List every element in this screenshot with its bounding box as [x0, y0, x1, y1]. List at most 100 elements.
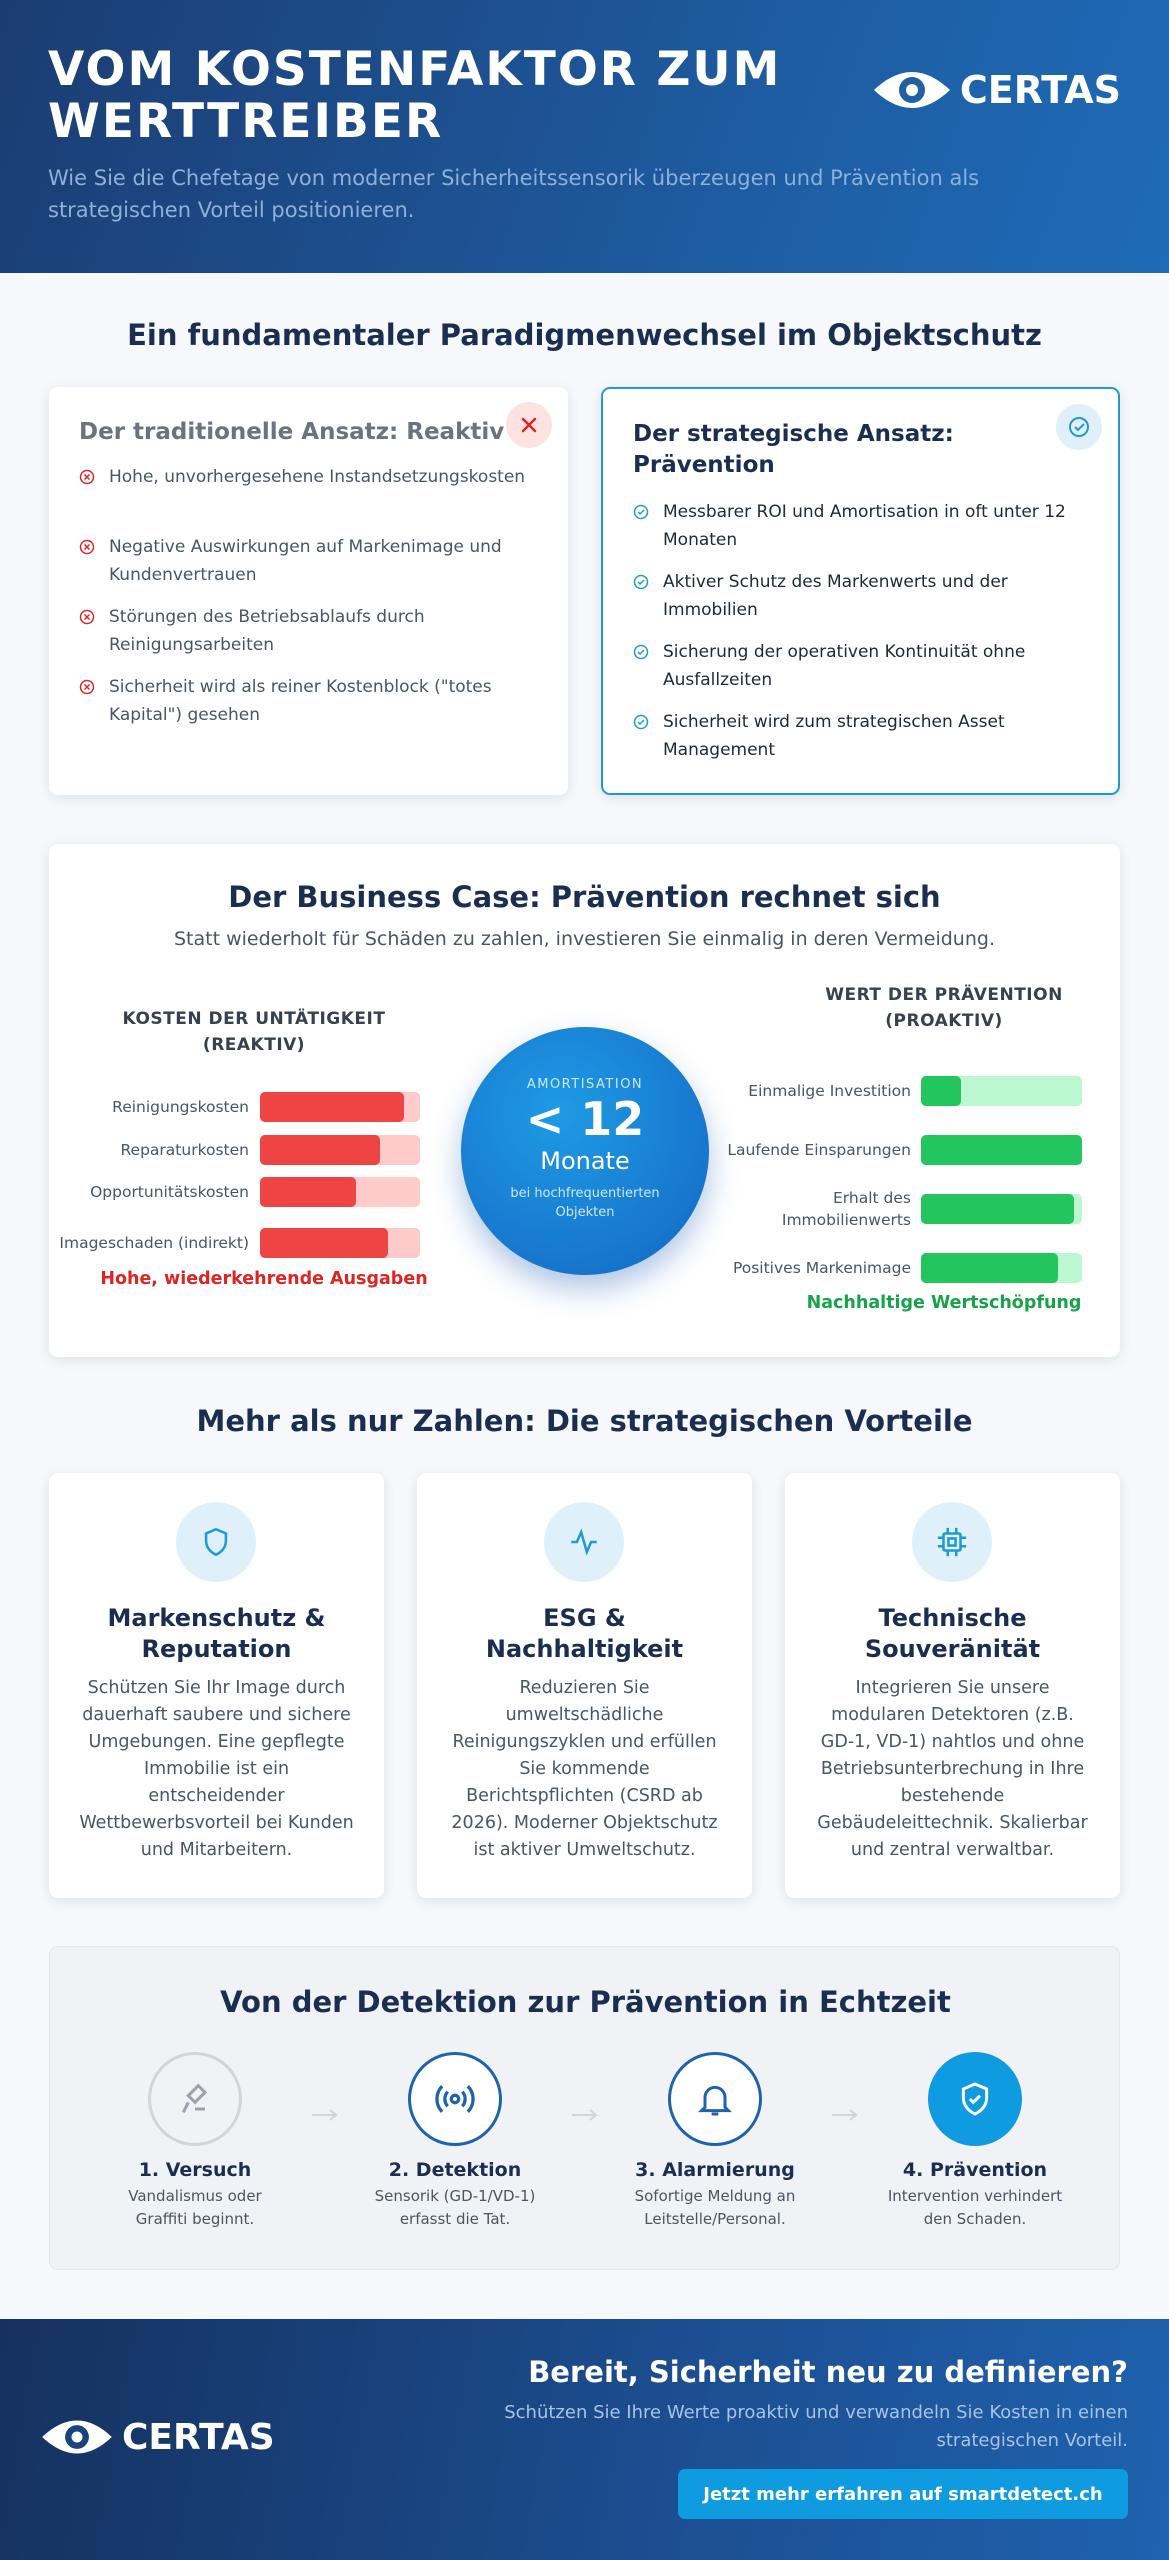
costs-heading: KOSTEN DER UNTÄTIGKEIT (REAKTIV)	[122, 1009, 386, 1055]
list-item: Sicherung der operativen Kontinuität ohn…	[633, 638, 1088, 694]
footer-title: Bereit, Sicherheit neu zu definieren?	[528, 2355, 1128, 2389]
bar-label: Erhalt des Immobilienwerts	[781, 1189, 911, 1229]
step-title: 2. Detektion	[388, 2159, 522, 2181]
list-item: Sicherheit wird zum strategischen Asset …	[633, 708, 1088, 764]
bar-track	[921, 1135, 1082, 1165]
benefit-icon	[544, 1502, 624, 1582]
logo-eye	[42, 2420, 112, 2454]
list-item: Aktiver Schutz des Markenwerts und der I…	[633, 568, 1088, 624]
step-title: 1. Versuch	[138, 2159, 252, 2181]
traditional-card: Der traditionelle Ansatz: Reaktiv Hohe, …	[49, 387, 568, 795]
step-title: 4. Prävention	[902, 2159, 1048, 2181]
cta-button[interactable]: Jetzt mehr erfahren auf smartdetect.ch	[678, 2469, 1128, 2519]
bar	[921, 1135, 1082, 1165]
bar-label: Reparaturkosten	[120, 1141, 249, 1159]
bar	[260, 1135, 380, 1165]
header-subtitle: Wie Sie die Chefetage von moderner Siche…	[48, 166, 980, 222]
costs-summary: Hohe, wiederkehrende Ausgaben	[100, 1269, 428, 1289]
bar	[921, 1076, 962, 1106]
bar	[260, 1228, 388, 1258]
item-text: Störungen des Betriebsablaufs durch Rein…	[109, 607, 425, 655]
benefit-card: ESG & Nachhaltigkeit Reduzieren Sie umwel…	[417, 1473, 752, 1898]
step-icon	[408, 2052, 502, 2146]
bar-track	[260, 1177, 420, 1207]
bar-track	[921, 1194, 1082, 1224]
item-text: Aktiver Schutz des Markenwerts und der I…	[663, 572, 1008, 620]
bar	[260, 1092, 404, 1122]
step-text: Vandalismus oder Graffiti beginnt.	[128, 2187, 262, 2228]
business-case-card: Der Business Case: Prävention rechnet si…	[49, 844, 1120, 1357]
benefit-title: Markenschutz & Reputation	[107, 1604, 326, 1663]
benefit-card: Markenschutz & Reputation Schützen Sie Ih…	[49, 1473, 384, 1898]
bar	[921, 1253, 1058, 1283]
list-item: Sicherheit wird als reiner Kostenblock (…	[79, 673, 538, 729]
item-text: Sicherheit wird zum strategischen Asset …	[663, 712, 1005, 760]
item-text: Hohe, unvorhergesehene Instandsetzungsko…	[109, 467, 526, 487]
step-icon	[928, 2052, 1022, 2146]
bar	[921, 1194, 1074, 1224]
benefit-title: ESG & Nachhaltigkeit	[485, 1604, 684, 1663]
footer: CERTAS Bereit, Sicherheit neu zu definie…	[0, 2319, 1169, 2560]
logo: CERTAS	[872, 66, 1121, 114]
x-icon	[506, 402, 552, 448]
bar-track	[921, 1253, 1082, 1283]
benefit-text: Reduzieren Sie umweltschädliche Reinigun…	[451, 1678, 718, 1860]
section-title: Mehr als nur Zahlen: Die strategischen V…	[196, 1404, 973, 1438]
step-text: Sofortige Meldung an Leitstelle/Personal…	[634, 2187, 796, 2228]
item-text: Negative Auswirkungen auf Markenimage un…	[109, 537, 502, 585]
list-item: Hohe, unvorhergesehene Instandsetzungsko…	[79, 463, 538, 491]
footer-text: Schützen Sie Ihre Werte proaktiv und ver…	[504, 2402, 1128, 2451]
card-title: Der strategische Ansatz: Prävention	[633, 421, 954, 478]
step-arrow	[570, 2107, 600, 2126]
step-text: Intervention verhindert den Schaden.	[887, 2187, 1063, 2228]
step-arrow	[310, 2107, 340, 2126]
bar-label: Imageschaden (indirekt)	[59, 1234, 249, 1252]
item-text: Sicherheit wird als reiner Kostenblock (…	[109, 677, 492, 725]
strategic-card: Der strategische Ansatz: Prävention Mess…	[601, 387, 1120, 795]
section-title: Ein fundamentaler Paradigmenwechsel im O…	[127, 318, 1042, 352]
benefit-card: Technische Souveränität Integrieren Sie u…	[785, 1473, 1120, 1898]
logo-text: CERTAS	[122, 2416, 275, 2458]
step-icon	[668, 2052, 762, 2146]
header-title: VOM KOSTENFAKTOR ZUM WERTTREIBER	[48, 42, 782, 149]
logo-text: CERTAS	[959, 68, 1121, 112]
header: VOM KOSTENFAKTOR ZUM WERTTREIBER Wie Sie…	[0, 0, 1169, 273]
logo: CERTAS	[40, 2415, 275, 2459]
bar-label: Opportunitätskosten	[90, 1183, 249, 1201]
bar	[260, 1177, 356, 1207]
badge-label: AMORTISATION	[526, 1077, 644, 1092]
bar-track	[260, 1228, 420, 1258]
bar-track	[921, 1076, 1082, 1106]
benefit-icon	[176, 1502, 256, 1582]
benefit-icon	[912, 1502, 992, 1582]
business-case-subtitle: Statt wiederholt für Schäden zu zahlen, …	[174, 928, 995, 950]
prevention-summary: Nachhaltige Wertschöpfung	[806, 1293, 1082, 1313]
list-item: Störungen des Betriebsablaufs durch Rein…	[79, 603, 538, 659]
bar-track	[260, 1135, 420, 1165]
badge-unit: Monate	[540, 1147, 630, 1175]
benefit-text: Schützen Sie Ihr Image durch dauerhaft s…	[79, 1678, 354, 1860]
check-icon	[1056, 404, 1102, 450]
step-title: 3. Alarmierung	[635, 2159, 795, 2181]
bar-label: Laufende Einsparungen	[727, 1141, 911, 1159]
business-case-title: Der Business Case: Prävention rechnet si…	[228, 880, 941, 914]
bar-label: Einmalige Investition	[748, 1082, 911, 1100]
logo-eye	[873, 72, 950, 108]
process-title: Von der Detektion zur Prävention in Echt…	[220, 1985, 951, 2019]
amortisation-badge: AMORTISATION < 12 Monate bei hochfrequen…	[461, 1027, 709, 1275]
prevention-heading: WERT DER PRÄVENTION (PROAKTIV)	[825, 985, 1063, 1031]
item-text: Sicherung der operativen Kontinuität ohn…	[663, 642, 1026, 690]
step-arrow	[830, 2107, 860, 2126]
card-title: Der traditionelle Ansatz: Reaktiv	[79, 419, 505, 445]
process-section: Von der Detektion zur Prävention in Echt…	[49, 1946, 1120, 2270]
bar-label: Positives Markenimage	[732, 1259, 911, 1277]
step-icon	[148, 2052, 242, 2146]
badge-note: bei hochfrequentierten Objekten	[510, 1186, 660, 1220]
item-text: Messbarer ROI und Amortisation in oft un…	[663, 502, 1066, 550]
benefit-title: Technische Souveränität	[864, 1604, 1041, 1663]
step-text: Sensorik (GD-1/VD-1) erfasst die Tat.	[374, 2187, 536, 2228]
bar-label: Reinigungskosten	[112, 1098, 249, 1116]
list-item: Negative Auswirkungen auf Markenimage un…	[79, 533, 538, 589]
list-item: Messbarer ROI und Amortisation in oft un…	[633, 498, 1088, 554]
